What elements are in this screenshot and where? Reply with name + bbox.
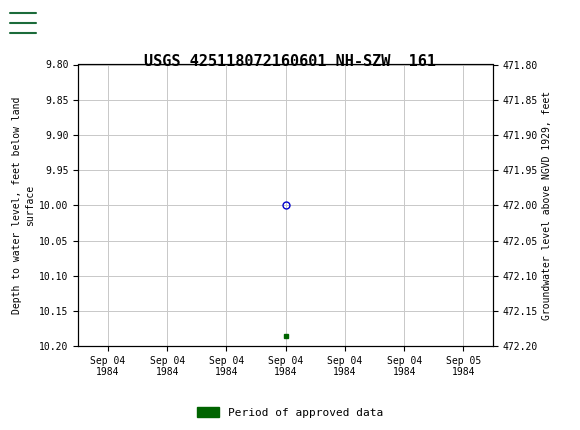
Text: USGS 425118072160601 NH-SZW  161: USGS 425118072160601 NH-SZW 161 <box>144 54 436 69</box>
Y-axis label: Groundwater level above NGVD 1929, feet: Groundwater level above NGVD 1929, feet <box>542 91 552 320</box>
Y-axis label: Depth to water level, feet below land
surface: Depth to water level, feet below land su… <box>12 97 35 314</box>
Legend: Period of approved data: Period of approved data <box>193 403 387 422</box>
FancyBboxPatch shape <box>7 7 39 38</box>
Text: USGS: USGS <box>46 14 102 31</box>
